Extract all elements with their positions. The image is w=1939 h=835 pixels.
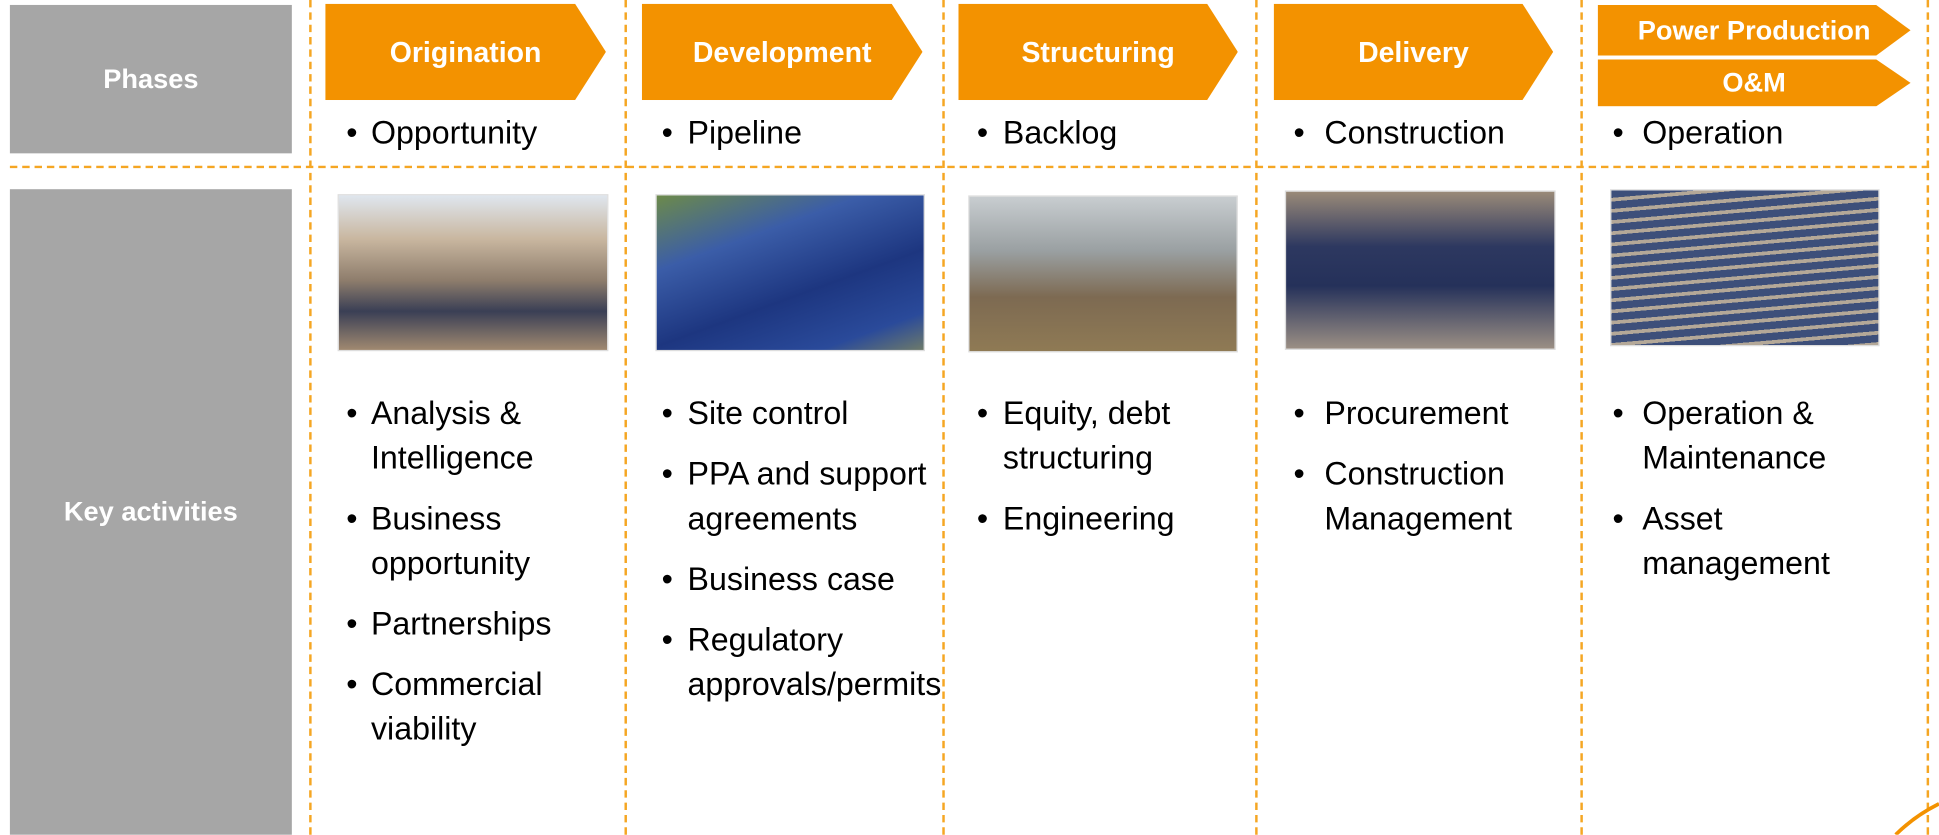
stage-bullet: • Backlog <box>977 110 1261 155</box>
activity-text: Commercial viability <box>370 665 543 747</box>
bullet: • <box>661 560 673 598</box>
stage-text: Construction <box>1324 113 1505 151</box>
activity-item: • Business case <box>662 556 935 601</box>
stage-text: Pipeline <box>687 113 802 151</box>
separator <box>1580 0 1583 835</box>
row-label: Key activities <box>9 189 292 835</box>
activity-text: Procurement <box>1324 394 1509 432</box>
activity-item: • Commercial viability <box>346 662 624 751</box>
activity-text: Partnerships <box>370 604 552 642</box>
bullet: • <box>346 113 358 151</box>
bullet: • <box>1612 394 1624 432</box>
activity-text: Analysis & Intelligence <box>370 394 534 477</box>
stage-text: Opportunity <box>370 113 538 151</box>
bullet: • <box>1293 394 1305 432</box>
activity-text: Equity, debt structuring <box>1002 394 1171 477</box>
activity-text: Site control <box>687 394 849 432</box>
stage-text: Operation <box>1642 113 1784 151</box>
bullet: • <box>661 455 673 493</box>
activity-item: • Business opportunity <box>346 496 624 585</box>
activity-item: • Equity, debt structuring <box>977 391 1238 480</box>
stage-bullet: • Operation <box>1613 110 1897 155</box>
stage-text: Backlog <box>1002 113 1118 151</box>
phase-arrow: Development <box>641 3 923 101</box>
activity-item: • Asset management <box>1613 496 1878 585</box>
bullet: • <box>976 394 989 432</box>
photo <box>337 194 609 352</box>
activity-list: • Operation & Maintenance • Asset managemen… <box>1613 391 1878 601</box>
photo <box>1610 189 1880 347</box>
phase-arrow: Power Production <box>1597 4 1911 56</box>
activity-list: • Procurement • Construction Management <box>1293 391 1571 557</box>
bullet: • <box>346 665 358 703</box>
phase-arrow: Origination <box>325 3 606 101</box>
activity-text: PPA and support agreements <box>687 455 927 537</box>
photo <box>1284 190 1556 350</box>
separator <box>942 0 945 835</box>
bullet: • <box>661 113 673 151</box>
activity-item: • Engineering <box>977 496 1238 541</box>
separator <box>1926 0 1930 835</box>
bullet: • <box>1612 113 1624 151</box>
stage-bullet: • Construction <box>1293 110 1590 155</box>
activity-item: • Procurement <box>1293 391 1571 436</box>
bullet: • <box>346 394 358 432</box>
activity-text: Business case <box>687 560 895 598</box>
activity-item: • Site control <box>662 391 935 436</box>
activity-item: • Construction Management <box>1293 451 1571 540</box>
activity-text: Operation & Maintenance <box>1642 394 1827 477</box>
activity-text: Business opportunity <box>370 499 531 582</box>
activity-item: • PPA and support agreements <box>662 451 935 540</box>
separator <box>624 0 627 835</box>
phase-arrow: Delivery <box>1273 3 1554 101</box>
activity-text: Construction Management <box>1324 455 1513 537</box>
activity-text: Engineering <box>1002 499 1175 537</box>
bullet: • <box>346 499 358 537</box>
phase-arrow: O&M <box>1597 59 1911 107</box>
bullet: • <box>661 394 673 432</box>
activity-text: Asset management <box>1642 499 1830 582</box>
activity-item: • Analysis & Intelligence <box>346 391 624 480</box>
photo <box>655 194 925 352</box>
activity-list: • Analysis & Intelligence • Business opport… <box>346 391 624 767</box>
activity-text: Regulatory approvals/permits <box>687 620 942 703</box>
bullet: • <box>1612 499 1624 537</box>
decoration <box>1894 802 1939 835</box>
activity-item: • Operation & Maintenance <box>1613 391 1878 480</box>
activity-item: • Regulatory approvals/permits <box>661 617 942 706</box>
separator <box>9 165 1930 169</box>
phase-arrow: Structuring <box>958 3 1238 101</box>
bullet: • <box>346 604 358 642</box>
row-label: Phases <box>9 4 292 154</box>
photo <box>968 195 1238 353</box>
activity-item: • Partnerships <box>346 601 624 646</box>
activity-list: • Equity, debt structuring • Engineering <box>977 391 1238 557</box>
bullet: • <box>976 113 989 151</box>
stage-bullet: • Opportunity <box>346 110 649 155</box>
bullet: • <box>661 620 673 658</box>
stage-bullet: • Pipeline <box>662 110 959 155</box>
bullet: • <box>976 499 989 537</box>
bullet: • <box>1293 455 1305 493</box>
activity-list: • Site control • PPA and support agreements… <box>661 391 942 722</box>
bullet: • <box>1293 113 1305 151</box>
separator <box>1255 0 1258 835</box>
separator <box>309 0 312 835</box>
